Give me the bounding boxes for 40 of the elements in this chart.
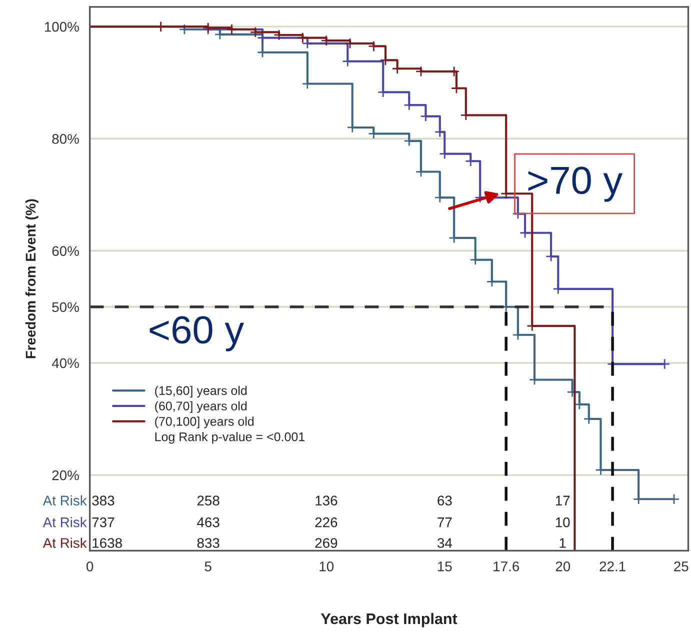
x-tick-label: 20 — [556, 561, 570, 572]
annotation: 34 — [437, 538, 452, 548]
x-tick-label: 15 — [438, 562, 452, 572]
y-tick-label: 60% — [52, 246, 79, 256]
x-tick-label: 0 — [86, 561, 94, 572]
x-axis-title: Years Post Implant — [320, 612, 458, 628]
y-tick-label: 100% — [44, 22, 79, 32]
annotation: 1638 — [92, 538, 122, 548]
annotation: 737 — [92, 517, 114, 528]
text: At Risk — [42, 538, 87, 548]
y-tick-label: 50% — [52, 302, 79, 312]
annotation: 383 — [92, 496, 114, 506]
y-axis-title: Freedom from Event (%) — [25, 199, 38, 358]
x-tick-label: 25 — [674, 561, 688, 572]
annotation: 63 — [438, 496, 452, 506]
annotation: Log Rank p-value = <0.001 — [155, 432, 304, 444]
annotation: 1 — [560, 538, 566, 548]
annotation: <60 y — [150, 316, 244, 352]
annotation: 258 — [197, 496, 220, 506]
text: At Risk — [42, 517, 87, 528]
legend-label: (70,100] years old — [155, 416, 254, 428]
legend-label: (60,70] years old — [155, 401, 247, 413]
annotation: 463 — [197, 517, 220, 528]
y-tick-label: 20% — [52, 470, 79, 480]
y-tick-label: 40% — [52, 358, 79, 368]
annotation: 833 — [197, 538, 220, 548]
y-tick-label: 80% — [52, 134, 79, 144]
x-tick-label: 22.1 — [600, 561, 626, 572]
annotation: >70 y — [528, 166, 623, 202]
text: At Risk — [42, 495, 87, 506]
annotation: 17 — [556, 496, 570, 506]
annotation: 226 — [315, 517, 338, 528]
x-tick-label: 17.6 — [494, 561, 520, 572]
annotation: 136 — [316, 496, 338, 506]
x-tick-label: 10 — [320, 561, 334, 572]
annotation: 269 — [315, 538, 338, 548]
annotation: 77 — [438, 518, 452, 528]
annotation: 10 — [556, 517, 570, 528]
legend-label: (15,60] years old — [155, 386, 247, 398]
x-tick-label: 5 — [204, 562, 212, 572]
